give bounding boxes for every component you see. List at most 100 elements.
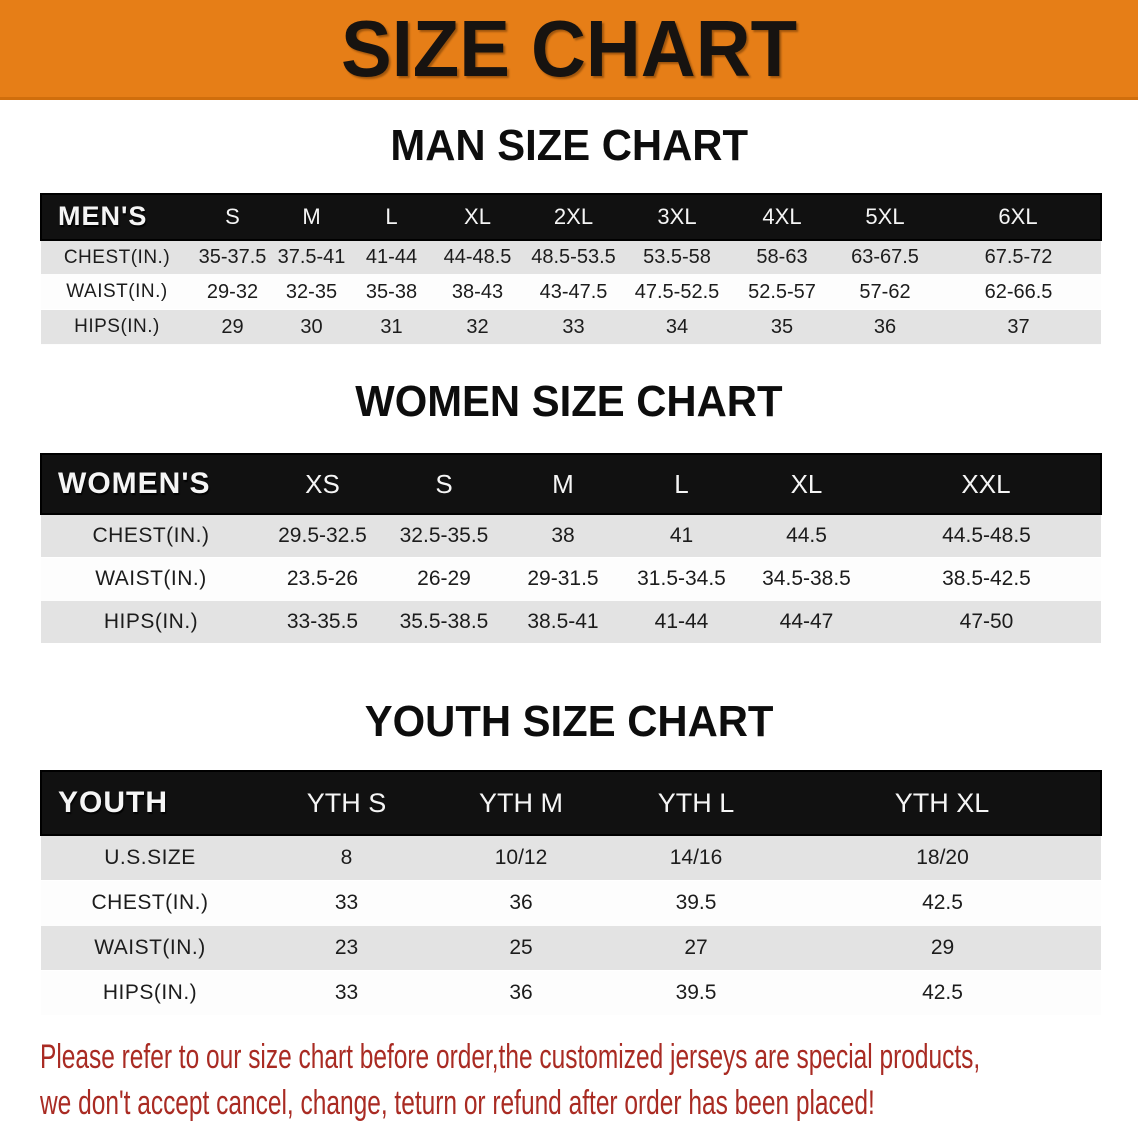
- size-column-header: XL: [432, 192, 523, 241]
- size-column-header: 3XL: [624, 192, 730, 241]
- size-value-cell: 38.5-42.5: [872, 557, 1101, 601]
- size-header-row: YOUTH YTH S YTH M YTH L YTH XL: [40, 770, 1102, 837]
- size-value-cell: 44.5-48.5: [872, 514, 1101, 558]
- size-value-cell: 35.5-38.5: [384, 600, 504, 644]
- measurement-row: CHEST(IN.) 35-37.5 37.5-41 41-44 44-48.5 48.5…: [41, 239, 1101, 276]
- women-section-heading: WOMEN SIZE CHART: [0, 376, 1138, 429]
- size-value-cell: 42.5: [784, 880, 1101, 926]
- size-value-cell: 41-44: [351, 239, 432, 276]
- men-size-table: MEN'S S M L XL 2XL 3XL 4XL 5XL 6XL CHEST(IN.) 35-37…: [40, 192, 1102, 346]
- size-value-cell: 32: [432, 309, 523, 346]
- size-value-cell: 41: [622, 514, 741, 558]
- size-value-cell: 33-35.5: [261, 600, 384, 644]
- size-column-header: XXL: [872, 453, 1102, 516]
- size-column-header: L: [622, 453, 741, 516]
- size-value-cell: 38-43: [432, 274, 523, 311]
- row-label: CHEST(IN.): [41, 239, 193, 276]
- size-value-cell: 47.5-52.5: [624, 274, 730, 311]
- size-value-cell: 33: [259, 880, 434, 926]
- size-value-cell: 29: [784, 925, 1101, 971]
- size-value-cell: 38: [504, 514, 622, 558]
- size-value-cell: 23: [259, 925, 434, 971]
- size-column-header: YTH S: [259, 770, 434, 837]
- size-column-header: YTH XL: [784, 770, 1102, 837]
- size-value-cell: 62-66.5: [936, 274, 1101, 311]
- size-value-cell: 31: [351, 309, 432, 346]
- size-value-cell: 33: [523, 309, 624, 346]
- size-value-cell: 31.5-34.5: [622, 557, 741, 601]
- women-size-section: WOMEN SIZE CHART WOMEN'S XS S M L XL XXL CHEST(…: [0, 376, 1138, 644]
- row-label: CHEST(IN.): [41, 514, 261, 558]
- measurement-row: WAIST(IN.) 29-32 32-35 35-38 38-43 43-47.5 47.…: [41, 274, 1101, 311]
- measurement-row: WAIST(IN.) 23.5-26 26-29 29-31.5 31.5-34.5 34…: [41, 557, 1101, 601]
- size-value-cell: 26-29: [384, 557, 504, 601]
- measurement-row: CHEST(IN.) 29.5-32.5 32.5-35.5 38 41 44.5 44.5…: [41, 514, 1101, 558]
- size-value-cell: 41-44: [622, 600, 741, 644]
- measurement-row: HIPS(IN.) 29 30 31 32 33 34 35 36 37: [41, 309, 1101, 346]
- size-value-cell: 44-47: [741, 600, 872, 644]
- size-value-cell: 36: [434, 880, 608, 926]
- size-value-cell: 32.5-35.5: [384, 514, 504, 558]
- size-column-header: 2XL: [523, 192, 624, 241]
- disclaimer-line-1: Please refer to our size chart before or…: [40, 1037, 981, 1076]
- size-value-cell: 18/20: [784, 835, 1101, 881]
- size-value-cell: 52.5-57: [730, 274, 834, 311]
- size-value-cell: 39.5: [608, 970, 784, 1016]
- size-value-cell: 43-47.5: [523, 274, 624, 311]
- size-value-cell: 29-32: [193, 274, 272, 311]
- measurement-row: WAIST(IN.) 23 25 27 29: [41, 925, 1101, 971]
- size-value-cell: 36: [834, 309, 936, 346]
- women-section-heading-text: WOMEN SIZE CHART: [355, 377, 783, 427]
- size-column-header: 4XL: [730, 192, 834, 241]
- size-column-header: S: [193, 192, 272, 241]
- row-label: U.S.SIZE: [41, 835, 259, 881]
- group-label: WOMEN'S: [40, 453, 261, 516]
- size-value-cell: 35-37.5: [193, 239, 272, 276]
- group-label: YOUTH: [40, 770, 259, 837]
- youth-size-section: YOUTH SIZE CHART YOUTH YTH S YTH M YTH L YTH…: [0, 696, 1138, 1016]
- size-value-cell: 30: [272, 309, 351, 346]
- group-label: MEN'S: [40, 192, 193, 241]
- size-value-cell: 44-48.5: [432, 239, 523, 276]
- size-value-cell: 34.5-38.5: [741, 557, 872, 601]
- size-header-row: WOMEN'S XS S M L XL XXL: [40, 453, 1102, 516]
- size-value-cell: 53.5-58: [624, 239, 730, 276]
- youth-size-table: YOUTH YTH S YTH M YTH L YTH XL U.S.SIZE 8 10/12…: [40, 770, 1102, 1016]
- size-value-cell: 36: [434, 970, 608, 1016]
- size-column-header: M: [504, 453, 622, 516]
- row-label: WAIST(IN.): [41, 557, 261, 601]
- men-section-heading: MAN SIZE CHART: [0, 120, 1138, 173]
- men-section-heading-text: MAN SIZE CHART: [390, 121, 748, 170]
- size-value-cell: 23.5-26: [261, 557, 384, 601]
- row-label: WAIST(IN.): [41, 274, 193, 311]
- size-value-cell: 32-35: [272, 274, 351, 311]
- size-column-header: XL: [741, 453, 872, 516]
- size-value-cell: 57-62: [834, 274, 936, 311]
- size-column-header: S: [384, 453, 504, 516]
- measurement-row: CHEST(IN.) 33 36 39.5 42.5: [41, 880, 1101, 926]
- size-value-cell: 34: [624, 309, 730, 346]
- size-value-cell: 47-50: [872, 600, 1101, 644]
- size-column-header: L: [351, 192, 432, 241]
- row-label: HIPS(IN.): [41, 600, 261, 644]
- size-value-cell: 35-38: [351, 274, 432, 311]
- youth-section-heading: YOUTH SIZE CHART: [0, 696, 1138, 749]
- size-value-cell: 29: [193, 309, 272, 346]
- size-value-cell: 48.5-53.5: [523, 239, 624, 276]
- size-column-header: XS: [261, 453, 384, 516]
- size-value-cell: 37: [936, 309, 1101, 346]
- size-value-cell: 10/12: [434, 835, 608, 881]
- youth-section-heading-text: YOUTH SIZE CHART: [364, 696, 774, 746]
- row-label: CHEST(IN.): [41, 880, 259, 926]
- size-value-cell: 42.5: [784, 970, 1101, 1016]
- size-value-cell: 29-31.5: [504, 557, 622, 601]
- size-value-cell: 14/16: [608, 835, 784, 881]
- banner: SIZE CHART: [0, 0, 1138, 100]
- size-value-cell: 25: [434, 925, 608, 971]
- measurement-row: HIPS(IN.) 33 36 39.5 42.5: [41, 970, 1101, 1016]
- size-value-cell: 29.5-32.5: [261, 514, 384, 558]
- men-size-section: MAN SIZE CHART MEN'S S M L XL 2XL 3XL 4XL 5XL 6XL…: [0, 120, 1138, 346]
- size-column-header: YTH M: [434, 770, 608, 837]
- disclaimer: Please refer to our size chart before or…: [0, 1034, 1138, 1126]
